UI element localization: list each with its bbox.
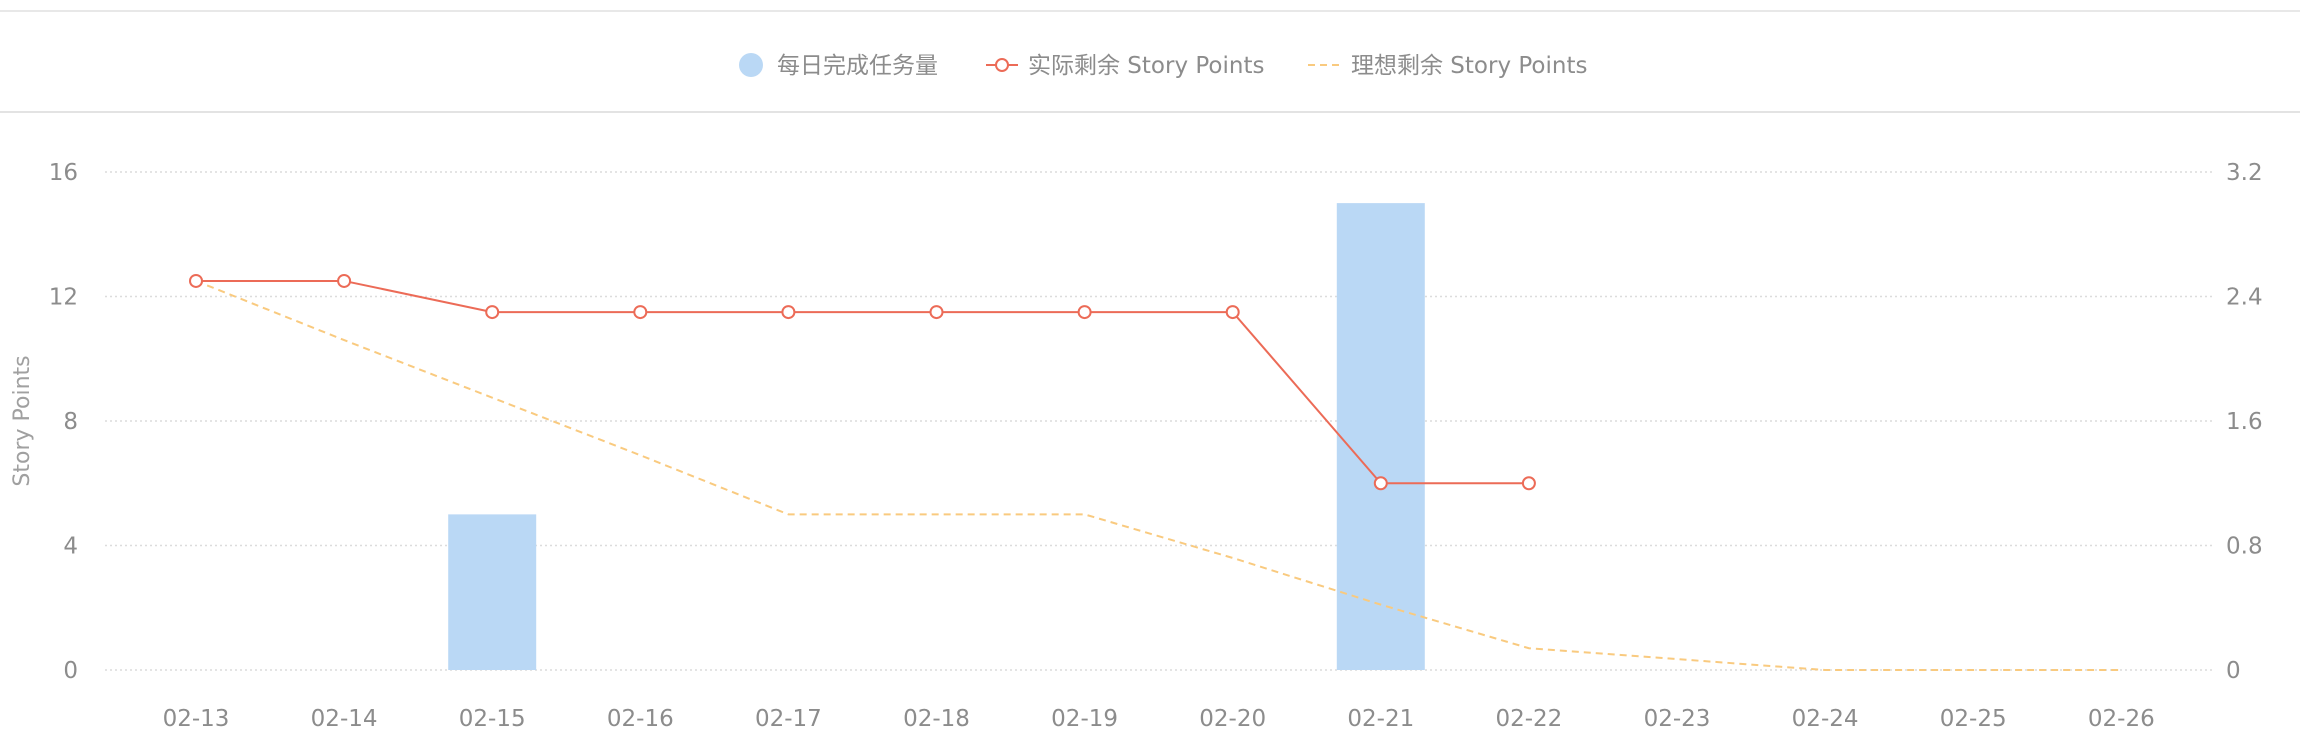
- bar-series: [448, 203, 1425, 670]
- y2-tick-label: 3.2: [2226, 160, 2263, 186]
- y2-tick-label: 2.4: [2226, 285, 2263, 311]
- line-series: [189, 273, 2122, 671]
- x-tick-label: 02-16: [607, 706, 674, 732]
- bar: [448, 514, 537, 670]
- actual-point: [633, 305, 648, 320]
- chart-grid: [105, 171, 2215, 671]
- top-divider: [0, 10, 2300, 12]
- legend-label: 实际剩余 Story Points: [1028, 53, 1264, 79]
- x-tick-label: 02-21: [1347, 706, 1414, 732]
- legend-actual-marker: [995, 58, 1009, 72]
- actual-point: [1077, 305, 1092, 320]
- bar: [1336, 203, 1425, 670]
- x-tick-label: 02-22: [1495, 706, 1562, 732]
- x-tick-label: 02-17: [755, 706, 822, 732]
- y2-tick-label: 0: [2226, 658, 2241, 684]
- x-tick-label: 02-14: [311, 706, 378, 732]
- x-tick-label: 02-25: [1940, 706, 2007, 732]
- actual-point: [337, 273, 352, 288]
- x-tick-label: 02-26: [2088, 706, 2155, 732]
- x-tick-label: 02-23: [1644, 706, 1711, 732]
- x-tick-label: 02-24: [1792, 706, 1859, 732]
- y2-tick-label: 1.6: [2226, 409, 2263, 435]
- actual-point: [1373, 476, 1388, 491]
- actual-point: [1225, 305, 1240, 320]
- actual-point: [929, 305, 944, 320]
- x-tick-label: 02-18: [903, 706, 970, 732]
- legend-label: 理想剩余 Story Points: [1351, 53, 1587, 79]
- chart-axes: 0 4 8 12 16 0 0.8 1.6 2.4 3.2 02-13 02-14 02-15 02-16…: [10, 160, 2263, 732]
- y-tick-label: 12: [49, 285, 78, 311]
- y-tick-label: 16: [49, 160, 78, 186]
- actual-point: [189, 273, 203, 288]
- y-tick-label: 8: [63, 409, 78, 435]
- legend-bar-swatch: [739, 53, 763, 77]
- y2-tick-label: 0.8: [2226, 534, 2263, 560]
- x-tick-label: 02-15: [459, 706, 526, 732]
- actual-point: [485, 305, 500, 320]
- y-tick-label: 4: [63, 534, 78, 560]
- actual-point: [1521, 476, 1536, 491]
- legend-divider: [0, 111, 2300, 113]
- chart-legend: 每日完成任务量 实际剩余 Story Points 理想剩余 Story Point…: [739, 53, 1587, 79]
- legend-label: 每日完成任务量: [777, 53, 938, 79]
- actual-point: [781, 305, 796, 320]
- x-tick-label: 02-13: [163, 706, 230, 732]
- actual-line: [196, 279, 1529, 485]
- ideal-line: [195, 280, 2122, 671]
- x-tick-label: 02-20: [1199, 706, 1266, 732]
- y-tick-label: 0: [63, 658, 78, 684]
- y-axis-title: Story Points: [10, 355, 35, 486]
- x-tick-label: 02-19: [1051, 706, 1118, 732]
